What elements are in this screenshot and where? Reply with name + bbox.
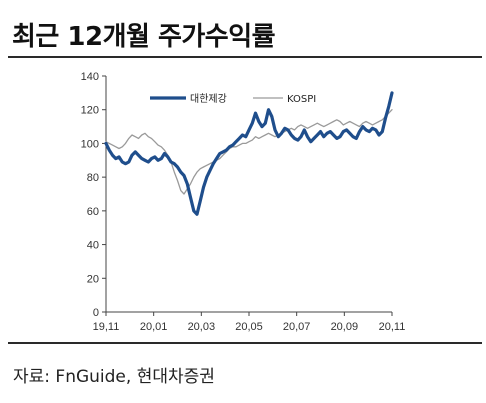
y-tick-label: 100 (81, 138, 99, 150)
chart-legend: 대한제강 KOSPI (150, 93, 316, 105)
x-tick-label: 20,05 (235, 321, 263, 333)
legend-label: 대한제강 (190, 93, 227, 105)
stock-return-chart: 0 20 40 60 80 100 120 140 19,11 20,01 20,03 20,05 20… (81, 71, 406, 333)
y-tick-label: 0 (93, 307, 99, 319)
y-tick-label: 140 (81, 71, 99, 83)
series-line-daehan-steel (104, 91, 394, 216)
chart-series (104, 91, 394, 216)
x-tick-label: 20,01 (140, 321, 168, 333)
legend-item-kospi: KOSPI (253, 94, 316, 105)
series-line-kospi (105, 109, 393, 195)
chart-title: 최근 12개월 주가수익률 (12, 22, 276, 52)
legend-item-daehan-steel: 대한제강 (150, 93, 227, 105)
y-tick-label: 120 (81, 105, 99, 117)
x-tick-label: 19,11 (93, 321, 120, 333)
source-note: 자료: FnGuide, 현대차증권 (13, 367, 215, 387)
y-tick-label: 20 (87, 273, 99, 285)
x-tick-label: 20,07 (283, 321, 311, 333)
chart-axes: 0 20 40 60 80 100 120 140 19,11 20,01 20,03 20,05 20… (81, 71, 406, 333)
x-tick-label: 20,03 (188, 321, 216, 333)
y-tick-label: 80 (87, 172, 99, 184)
title-underline (8, 56, 482, 58)
x-tick-label: 20,11 (379, 321, 406, 333)
source-divider (8, 342, 482, 344)
y-tick-label: 60 (87, 206, 99, 218)
y-tick-label: 40 (87, 240, 99, 252)
x-tick-label: 20,09 (331, 321, 359, 333)
legend-label: KOSPI (287, 94, 316, 105)
